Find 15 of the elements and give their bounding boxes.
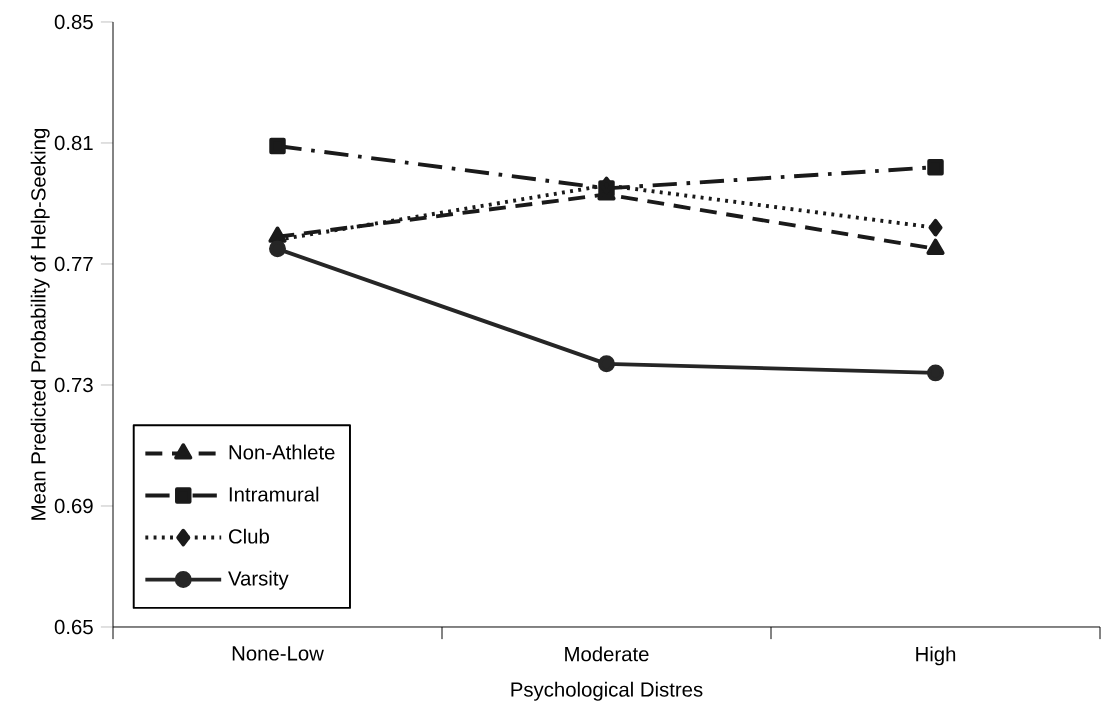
x-tick-label: High — [916, 646, 956, 666]
y-tick-label: 0.85 — [54, 14, 93, 30]
y-axis-title: Mean Predicted Probability of Help-Seeking — [30, 129, 50, 520]
legend-label: Intramural — [229, 486, 319, 502]
x-tick-label: Moderate — [565, 646, 649, 662]
y-tick-label: 0.73 — [54, 377, 93, 393]
y-tick-label: 0.77 — [54, 256, 93, 272]
x-tick-label: None-Low — [232, 646, 324, 661]
y-tick-label: 0.69 — [54, 498, 93, 514]
y-tick-label: 0.81 — [54, 135, 93, 151]
y-tick-label: 0.65 — [54, 619, 93, 635]
x-axis-title: Psychological Distres — [511, 681, 703, 701]
legend-label: Club — [228, 528, 269, 544]
legend-label: Varsity — [228, 570, 289, 590]
legend-label: Non-Athlete — [229, 444, 335, 460]
